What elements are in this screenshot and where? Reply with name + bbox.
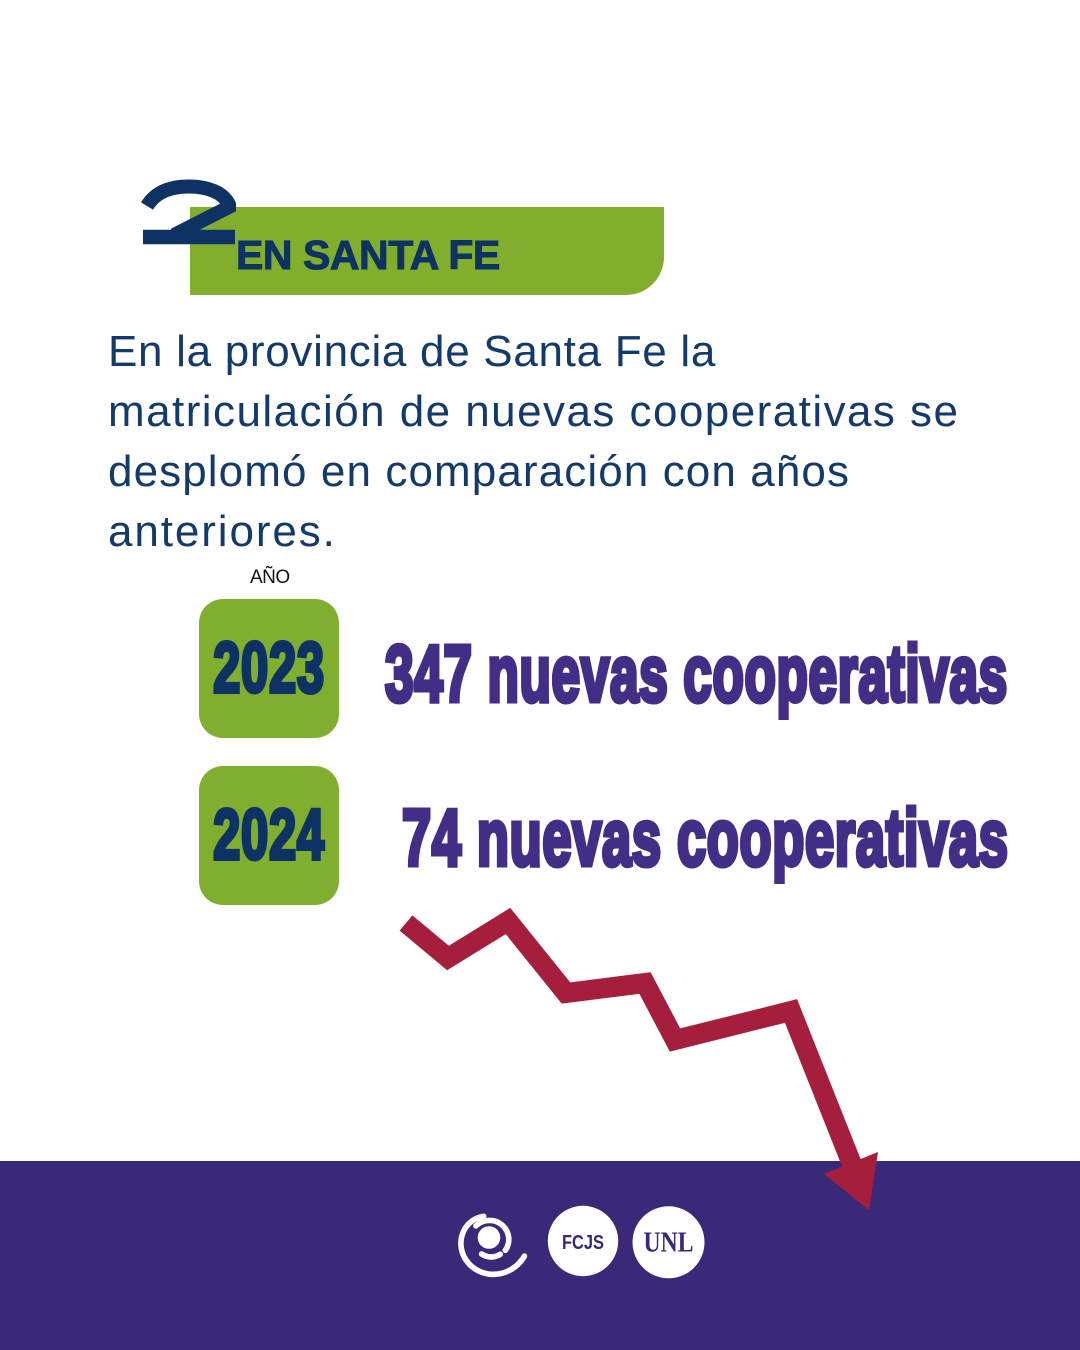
svg-text:UNL: UNL <box>644 1227 694 1258</box>
svg-text:FCJS: FCJS <box>562 1231 604 1254</box>
